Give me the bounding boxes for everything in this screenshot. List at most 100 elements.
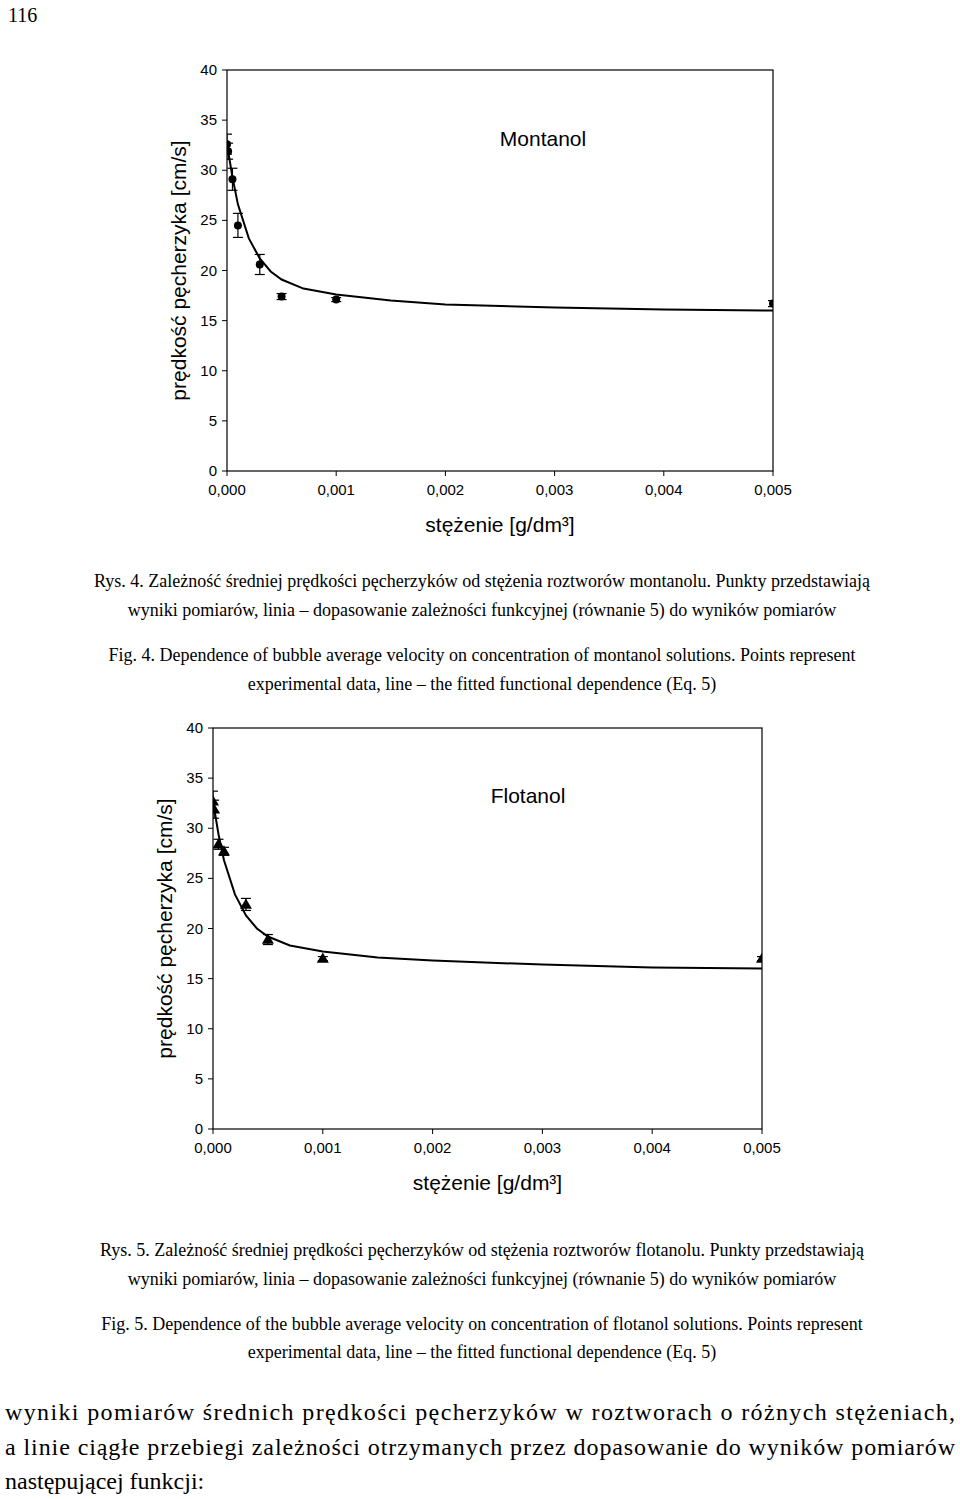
- data-point: [278, 293, 286, 301]
- y-tick: [222, 170, 227, 171]
- background: [0, 0, 960, 1499]
- data-point: [218, 845, 230, 855]
- caption-line: Fig. 4. Dependence of bubble average vel…: [109, 645, 856, 665]
- y-tick-label: 35: [186, 769, 203, 786]
- y-tick-label: 15: [186, 970, 203, 987]
- x-tick-label: 0,001: [304, 1139, 342, 1156]
- y-tick: [222, 320, 227, 321]
- y-tick: [222, 120, 227, 121]
- x-tick: [762, 1129, 763, 1134]
- y-tick: [208, 978, 213, 979]
- x-tick: [322, 1129, 323, 1134]
- error-bar: [277, 294, 287, 300]
- y-tick: [208, 828, 213, 829]
- chart: 0 5 10 15 20 25 30 35 40 0,000 0,001 0,002 0,003 0,00…: [153, 719, 781, 1194]
- body-text: wyniki pomiarów średnich prędkości pęche…: [5, 1399, 955, 1425]
- page-number: 116: [8, 4, 37, 26]
- page: 11605101520253035400,0000,0010,0020,0030…: [0, 0, 960, 1499]
- caption-line: experimental data, line – the fitted fun…: [248, 674, 716, 695]
- x-tick: [213, 1129, 214, 1134]
- y-tick: [222, 420, 227, 421]
- error-cap: [227, 168, 237, 169]
- x-tick: [336, 471, 337, 476]
- x-axis-label: stężenie [g/dm³]: [425, 513, 574, 536]
- body-text: następującej funkcji:: [5, 1468, 204, 1494]
- y-tick: [222, 471, 227, 472]
- x-tick-label: 0,003: [524, 1139, 562, 1156]
- y-tick: [222, 370, 227, 371]
- x-tick-label: 0,002: [427, 481, 465, 498]
- x-tick: [227, 471, 228, 476]
- y-tick: [208, 1078, 213, 1079]
- y-tick: [222, 270, 227, 271]
- plot-data: [213, 791, 762, 968]
- caption-line: experimental data, line – the fitted fun…: [248, 1342, 716, 1363]
- x-tick-label: 0,002: [414, 1139, 452, 1156]
- chart-title: Flotanol: [491, 784, 566, 807]
- y-axis-label: prędkość pęcherzyka [cm/s]: [153, 798, 176, 1058]
- error-cap: [213, 800, 219, 801]
- x-tick-label: 0,004: [645, 481, 683, 498]
- y-tick-label: 20: [186, 920, 203, 937]
- caption-line: wyniki pomiarów, linia – dopasowanie zal…: [128, 1269, 837, 1290]
- y-tick: [222, 70, 227, 71]
- plot-data: [227, 134, 773, 310]
- data-point: [317, 953, 329, 963]
- y-tick-label: 10: [200, 362, 217, 379]
- y-tick-label: 15: [200, 312, 217, 329]
- x-tick: [432, 1129, 433, 1134]
- plot-frame: [227, 70, 773, 471]
- y-tick: [208, 1129, 213, 1130]
- x-tick-label: 0,003: [536, 481, 574, 498]
- error-cap: [233, 237, 243, 238]
- y-tick: [208, 1028, 213, 1029]
- error-cap: [227, 134, 232, 135]
- x-tick-label: 0,001: [317, 481, 355, 498]
- x-tick-label: 0,005: [754, 481, 792, 498]
- y-tick-label: 10: [186, 1020, 203, 1037]
- chart-title: Montanol: [500, 127, 586, 150]
- x-axis-label: stężenie [g/dm³]: [413, 1171, 562, 1194]
- y-tick-label: 40: [186, 719, 203, 736]
- fit-line: [213, 801, 762, 968]
- y-tick: [208, 878, 213, 879]
- body-text: a linie ciągłe przebiegi zależności otrz…: [5, 1434, 956, 1460]
- x-tick-label: 0,000: [194, 1139, 232, 1156]
- x-tick: [542, 1129, 543, 1134]
- x-tick: [663, 471, 664, 476]
- y-tick-label: 5: [195, 1070, 203, 1087]
- y-tick-label: 30: [186, 819, 203, 836]
- plot-frame: [213, 728, 762, 1129]
- y-tick-label: 35: [200, 111, 217, 128]
- data-point: [332, 296, 340, 304]
- y-tick-label: 30: [200, 161, 217, 178]
- y-tick-label: 20: [200, 262, 217, 279]
- data-point: [234, 221, 242, 229]
- y-tick: [222, 220, 227, 221]
- x-tick-label: 0,005: [743, 1139, 781, 1156]
- y-tick-label: 25: [186, 869, 203, 886]
- error-cap: [255, 274, 265, 275]
- y-tick-label: 0: [195, 1120, 203, 1137]
- y-tick: [208, 928, 213, 929]
- y-tick-label: 40: [200, 61, 217, 78]
- data-point: [756, 953, 762, 963]
- y-tick-label: 0: [209, 462, 217, 479]
- error-cap: [263, 944, 273, 945]
- fit-line: [227, 144, 773, 310]
- error-cap: [227, 143, 233, 144]
- caption-line: wyniki pomiarów, linia – dopasowanie zal…: [128, 600, 837, 621]
- x-tick: [445, 471, 446, 476]
- x-tick: [652, 1129, 653, 1134]
- error-cap: [213, 791, 218, 792]
- x-tick: [773, 471, 774, 476]
- y-tick-label: 25: [200, 211, 217, 228]
- x-tick-label: 0,004: [633, 1139, 671, 1156]
- caption-line: Fig. 5. Dependence of the bubble average…: [101, 1314, 862, 1334]
- y-tick: [208, 778, 213, 779]
- caption-line: Rys. 5. Zależność średniej prędkości pęc…: [100, 1240, 865, 1260]
- y-axis-label: prędkość pęcherzyka [cm/s]: [167, 140, 190, 400]
- y-tick: [208, 728, 213, 729]
- x-tick: [554, 471, 555, 476]
- x-tick-label: 0,000: [208, 481, 246, 498]
